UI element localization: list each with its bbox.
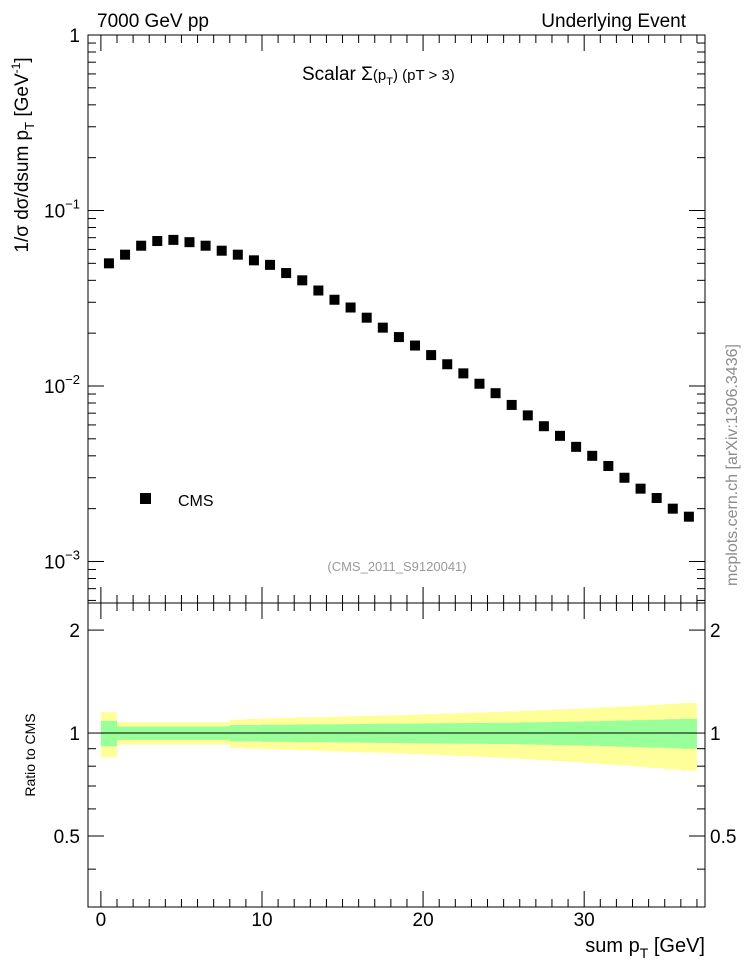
analysis-label: Underlying Event xyxy=(541,11,686,32)
data-point xyxy=(103,258,114,269)
main-ytick-label: 10−1 xyxy=(44,196,80,222)
data-point xyxy=(265,259,276,270)
data-point xyxy=(281,268,292,279)
data-point xyxy=(361,312,372,323)
data-point xyxy=(393,332,404,343)
ratio-ytick-label-right: 2 xyxy=(710,621,721,642)
main-panel: 110−110−210−3 Scalar Σ(pT) (pT > 3) CMS … xyxy=(9,26,706,604)
data-point xyxy=(329,294,340,305)
data-point xyxy=(410,340,421,351)
main-ytick-labels: 1 10−1 10−2 10−3 xyxy=(44,26,80,573)
data-point xyxy=(248,255,259,266)
data-point xyxy=(538,421,549,432)
xlabel: sum pT [GeV] xyxy=(585,935,705,961)
data-point xyxy=(377,322,388,333)
ylabel-sub: T xyxy=(22,122,37,130)
data-point xyxy=(345,302,356,313)
ratio-ticks xyxy=(88,603,705,907)
data-point xyxy=(667,503,678,514)
inner-uncertainty-band xyxy=(100,718,697,749)
ratio-frame xyxy=(87,602,706,908)
data-point xyxy=(168,234,179,245)
main-ytick-label: 10−2 xyxy=(44,372,80,398)
energy-label: 7000 GeV pp xyxy=(97,11,209,32)
data-point xyxy=(426,350,437,361)
title-open: (p xyxy=(373,67,386,84)
ylabel-unit: [GeV xyxy=(12,73,33,122)
ratio-uncertainty-bands xyxy=(100,703,697,771)
data-point xyxy=(120,249,131,260)
legend-marker-cms xyxy=(140,493,151,504)
ratio-ytick-label-right: 1 xyxy=(710,724,721,745)
data-point xyxy=(152,236,163,247)
data-point xyxy=(232,249,243,260)
cms-data-points xyxy=(103,234,694,522)
data-point xyxy=(587,450,598,461)
data-point xyxy=(297,275,308,286)
data-point xyxy=(619,472,630,483)
xtick-label: 0 xyxy=(96,910,107,931)
title-prefix: Scalar xyxy=(302,64,361,85)
data-point xyxy=(522,410,533,421)
data-point xyxy=(313,285,324,296)
title-sigma: Σ xyxy=(361,64,373,85)
main-ticks xyxy=(88,34,705,603)
main-frame xyxy=(87,34,706,604)
xlabel-sub: T xyxy=(640,945,649,961)
analysis-id: (CMS_2011_S9120041) xyxy=(327,559,466,574)
ratio-xtick-labels: 0 10 20 30 xyxy=(96,910,595,931)
plot-title: Scalar Σ(pT) (pT > 3) xyxy=(302,64,455,88)
ratio-ylabel: Ratio to CMS xyxy=(22,713,38,796)
data-point xyxy=(136,240,147,251)
data-point xyxy=(635,483,646,494)
xlabel-main: sum p xyxy=(585,935,639,957)
title-close: ) xyxy=(393,67,398,84)
xlabel-unit: [GeV] xyxy=(648,935,705,957)
xtick-label: 10 xyxy=(251,910,272,931)
ratio-panel: 0.5 0.5 1 1 2 2 0 10 20 30 Ratio to CMS sum pT [… xyxy=(22,602,737,961)
data-point xyxy=(458,368,469,379)
ylabel-main: 1/σ dσ/dsum p xyxy=(12,130,33,253)
legend-label-cms: CMS xyxy=(178,493,214,510)
data-point xyxy=(200,240,211,251)
data-point xyxy=(474,378,485,389)
data-point xyxy=(490,388,501,399)
ylabel-sup: -1 xyxy=(9,62,23,73)
ratio-ytick-label: 0.5 xyxy=(54,827,80,848)
ratio-ytick-labels: 0.5 0.5 1 1 2 2 xyxy=(54,621,737,848)
xtick-label: 30 xyxy=(574,910,595,931)
main-ytick-label: 1 xyxy=(69,26,80,47)
main-ytick-label: 10−3 xyxy=(44,547,80,573)
mcplots-side-label: mcplots.cern.ch [arXiv:1306.3436] xyxy=(724,344,741,586)
ylabel-close: ] xyxy=(12,57,33,62)
ratio-ytick-label: 2 xyxy=(69,621,80,642)
data-point xyxy=(651,493,662,504)
ratio-ytick-label: 1 xyxy=(69,724,80,745)
data-point xyxy=(555,430,566,441)
data-point xyxy=(216,245,227,256)
data-point xyxy=(442,359,453,370)
xtick-label: 20 xyxy=(413,910,434,931)
ratio-ytick-label-right: 0.5 xyxy=(710,827,736,848)
title-cut: (pT > 3) xyxy=(398,67,455,84)
data-point xyxy=(603,461,614,472)
data-point xyxy=(571,441,582,452)
main-ylabel: 1/σ dσ/dsum pT [GeV-1] xyxy=(9,57,37,252)
title-sub: T xyxy=(386,76,393,88)
data-point xyxy=(683,511,694,522)
data-point xyxy=(184,237,195,248)
data-point xyxy=(506,399,517,410)
